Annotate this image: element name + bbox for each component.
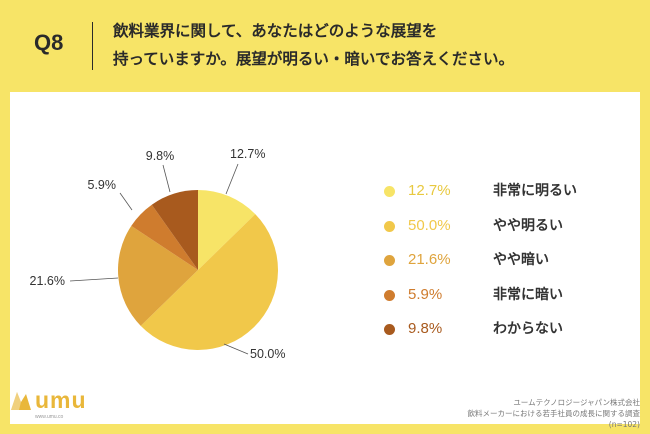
- umu-logo: umu www.umu.co: [8, 386, 88, 424]
- source-note: ユームテクノロジージャパン株式会社 飲料メーカーにおける若手社員の成長に関する調…: [468, 397, 641, 430]
- pie-chart: 12.7% 50.0% 21.6% 5.9% 9.8%: [30, 147, 286, 361]
- pie-slice: [151, 190, 198, 270]
- logo-mark-icon: [11, 392, 31, 410]
- pie-slice: [118, 225, 198, 326]
- leader-line: [69, 277, 119, 282]
- legend-value: 12.7%: [408, 182, 451, 199]
- question-line-1: 飲料業界に関して、あなたはどのような展望を: [113, 22, 438, 40]
- logo-url: www.umu.co: [35, 414, 64, 420]
- slice-value-label: 50.0%: [250, 347, 285, 361]
- legend-label: 非常に暗い: [493, 286, 563, 303]
- pie-slice: [131, 204, 198, 270]
- leader-line: [162, 164, 171, 193]
- leader-line: [119, 192, 133, 211]
- slice-value-label: 5.9%: [88, 178, 117, 192]
- slice-value-label: 9.8%: [146, 149, 175, 163]
- legend-swatch: [384, 255, 395, 266]
- leader-line: [225, 163, 239, 195]
- question-line-2: 持っていますか。展望が明るい・暗いでお答えください。: [113, 50, 514, 68]
- question-text: 飲料業界に関して、あなたはどのような展望を 持っていますか。展望が明るい・暗いで…: [113, 17, 633, 73]
- legend-swatch: [384, 220, 395, 232]
- pie-slice: [198, 190, 256, 270]
- legend-value: 50.0%: [408, 216, 451, 234]
- logo-text: umu: [35, 387, 87, 413]
- leader-line: [223, 343, 249, 355]
- legend-label: やや明るい: [493, 217, 563, 234]
- pie-slice: [140, 214, 278, 351]
- legend-label: やや暗い: [493, 252, 549, 268]
- slice-value-label: 12.7%: [230, 147, 265, 161]
- legend-swatch: [384, 186, 395, 197]
- source-survey: 飲料メーカーにおける若手社員の成長に関する調査: [467, 409, 641, 418]
- header-divider: [92, 22, 93, 70]
- header: Q8 飲料業界に関して、あなたはどのような展望を 持っていますか。展望が明るい・…: [0, 0, 650, 92]
- slice-value-label: 21.6%: [30, 274, 65, 288]
- chart-panel: 12.7% 50.0% 21.6% 5.9% 9.8% 12.7% 非常に明るい 50.0%…: [10, 92, 640, 424]
- source-sample-size: (n=102): [608, 420, 640, 429]
- legend-value: 21.6%: [408, 251, 451, 268]
- legend-value: 9.8%: [408, 320, 443, 337]
- legend-swatch: [384, 289, 395, 301]
- legend-label: わからない: [493, 321, 563, 337]
- legend-label: 非常に明るい: [493, 183, 577, 199]
- legend-value: 5.9%: [408, 285, 443, 303]
- question-number: Q8: [34, 30, 64, 55]
- legend-swatch: [384, 324, 395, 335]
- source-company: ユームテクノロジージャパン株式会社: [513, 398, 640, 407]
